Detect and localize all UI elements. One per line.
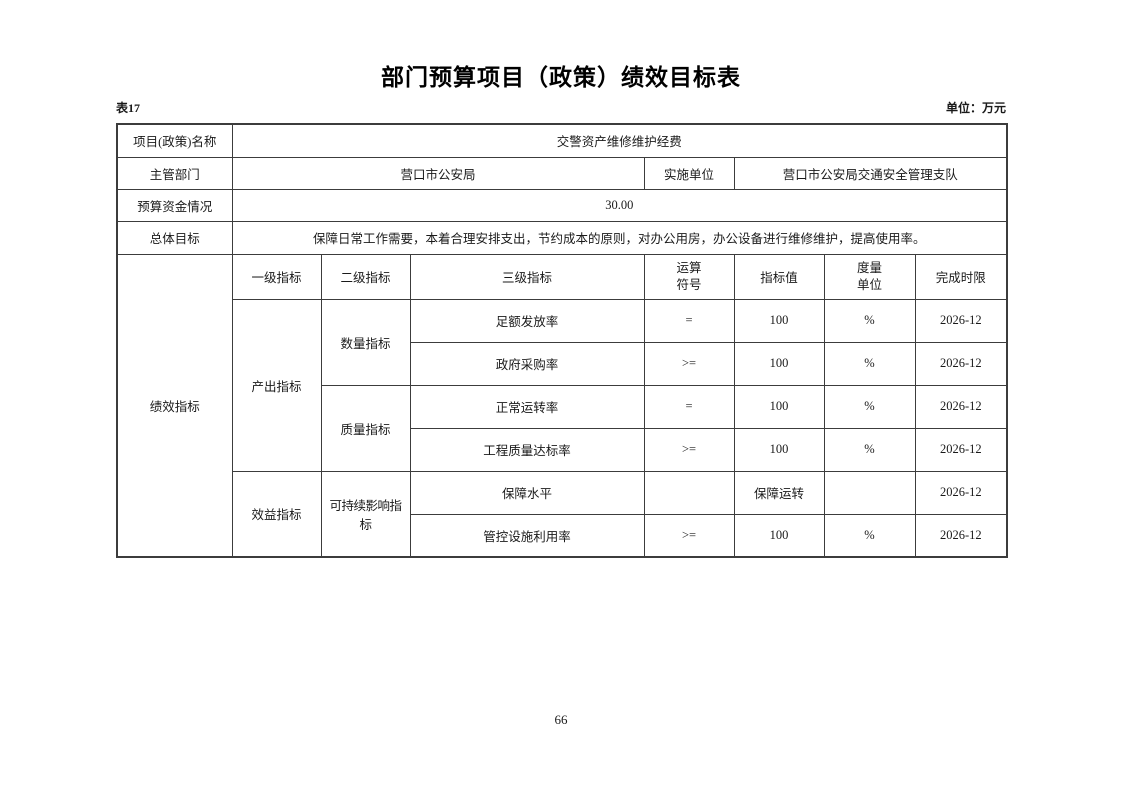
indicator-value-cell: 保障运转 [733,470,825,515]
indicator-row: 政府采购率 >= 100 % 2026-12 [117,341,1008,386]
indicator-deadline-cell: 2026-12 [914,341,1008,386]
table-row: 总体目标 保障日常工作需要，本着合理安排支出，节约成本的原则，对办公用房，办公设… [116,220,1008,255]
indicator-row: 管控设施利用率 >= 100 % 2026-12 [117,513,1008,558]
indicator-unit-cell: % [823,513,916,558]
indicator-value-cell: 100 [733,341,825,386]
indicator-row: 产出指标 数量指标 足额发放率 = 100 % 2026-12 [117,298,1008,472]
level1-output-cell: 产出指标 [231,298,322,472]
header-value-cell: 指标值 [733,253,825,300]
indicator-name-cell: 管控设施利用率 [409,513,645,558]
indicator-unit-cell: % [823,341,916,386]
indicator-name-cell: 正常运转率 [409,384,645,429]
dept-label-cell: 主管部门 [116,156,233,190]
header-level1-cell: 一级指标 [231,253,322,300]
header-unit-line2: 单位 [856,277,882,292]
table-row: 项目(政策)名称 交警资产维修维护经费 [116,123,1008,158]
dept-value-cell: 营口市公安局 [231,156,645,190]
header-unit-cell: 度量 单位 [823,253,916,300]
impl-unit-label-cell: 实施单位 [643,156,735,190]
table-number-label: 表17 [116,101,141,115]
header-level3-cell: 三级指标 [409,253,645,300]
indicator-name-cell: 政府采购率 [409,341,645,386]
page-title: 部门预算项目（政策）绩效目标表 [381,65,741,90]
indicator-deadline-cell: 2026-12 [914,384,1008,429]
level1-benefit-cell: 效益指标 [231,470,322,558]
impl-unit-value-cell: 营口市公安局交通安全管理支队 [733,156,1008,190]
table-row: 预算资金情况 30.00 [116,188,1008,222]
performance-target-table: 项目(政策)名称 交警资产维修维护经费 主管部门 营口市公安局 实施单位 营口市… [116,123,1009,558]
header-deadline-cell: 完成时限 [914,253,1008,300]
table-header-row: 绩效指标 一级指标 二级指标 三级指标 运算 符号 指标值 度量 单位 完成时限 [116,253,1008,558]
indicator-deadline-cell: 2026-12 [914,427,1008,472]
indicator-deadline-cell: 2026-12 [914,298,1008,343]
level2-quantity-cell: 数量指标 [320,298,411,386]
indicator-name-cell: 工程质量达标率 [409,427,645,472]
indicator-unit-cell: % [823,384,916,429]
indicator-unit-cell: % [823,298,916,343]
indicator-deadline-cell: 2026-12 [914,470,1008,515]
header-unit-line1: 度量 [856,260,882,275]
indicator-name-cell: 保障水平 [409,470,645,515]
indicator-op-cell [643,470,735,515]
indicator-row: 质量指标 正常运转率 = 100 % 2026-12 [117,384,1008,472]
level2-sustain-cell: 可持续影响指标 [320,470,411,558]
section-label-cell: 绩效指标 [116,253,233,558]
header-operator-line2: 符号 [676,277,702,292]
indicator-value-cell: 100 [733,384,825,429]
overall-goal-label-cell: 总体目标 [116,220,233,255]
indicator-row: 效益指标 可持续影响指标 保障水平 保障运转 2026-12 [117,470,1008,558]
indicator-op-cell: >= [643,513,735,558]
indicator-deadline-cell: 2026-12 [914,513,1008,558]
table-row: 主管部门 营口市公安局 实施单位 营口市公安局交通安全管理支队 [116,156,1008,190]
project-name-label-cell: 项目(政策)名称 [116,123,233,158]
budget-value-cell: 30.00 [231,188,1008,222]
indicator-name-cell: 足额发放率 [409,298,645,343]
project-name-value-cell: 交警资产维修维护经费 [231,123,1008,158]
budget-label-cell: 预算资金情况 [116,188,233,222]
header-level2-cell: 二级指标 [320,253,411,300]
indicator-op-cell: = [643,298,735,343]
unit-label: 单位：万元 [945,101,1006,115]
header-operator-line1: 运算 [676,260,702,275]
page-number: 66 [554,712,568,727]
indicator-op-cell: >= [643,427,735,472]
indicator-unit-cell [823,470,916,515]
indicator-value-cell: 100 [733,513,825,558]
indicator-op-cell: = [643,384,735,429]
overall-goal-value-cell: 保障日常工作需要，本着合理安排支出，节约成本的原则，对办公用房，办公设备进行维修… [231,220,1008,255]
level2-quality-cell: 质量指标 [320,384,411,472]
table-meta-row: 表17 单位：万元 [116,99,1006,116]
indicator-value-cell: 100 [733,298,825,343]
indicator-unit-cell: % [823,427,916,472]
indicator-op-cell: >= [643,341,735,386]
indicator-row: 工程质量达标率 >= 100 % 2026-12 [117,427,1008,472]
header-operator-cell: 运算 符号 [643,253,735,300]
indicator-value-cell: 100 [733,427,825,472]
